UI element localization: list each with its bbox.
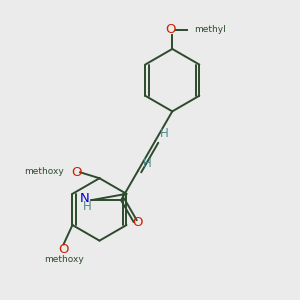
Text: methoxy: methoxy [24, 167, 64, 176]
Text: H: H [82, 200, 91, 213]
Text: methoxy: methoxy [44, 255, 83, 264]
Text: O: O [132, 215, 142, 229]
Text: H: H [143, 157, 152, 169]
Text: N: N [80, 192, 90, 205]
Text: O: O [58, 243, 69, 256]
Text: methyl: methyl [195, 25, 226, 34]
Text: O: O [71, 166, 82, 179]
Text: O: O [166, 23, 176, 36]
Text: H: H [160, 127, 169, 140]
